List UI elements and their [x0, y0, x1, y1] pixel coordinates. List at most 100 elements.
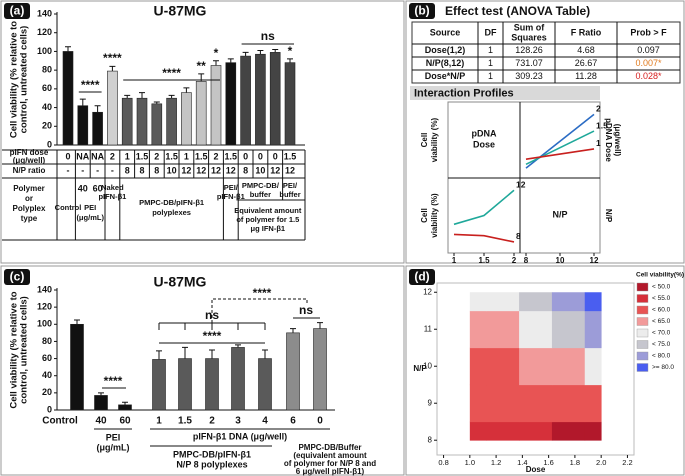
- bar: [255, 53, 266, 146]
- table-cell: 731.07: [515, 58, 543, 68]
- np-cell: 8: [125, 165, 130, 175]
- dose-cell: 1.5: [284, 151, 297, 161]
- table-cell: 4.68: [577, 45, 595, 55]
- contour-cell: [469, 310, 487, 349]
- dose-cell: 1.5: [225, 151, 238, 161]
- legend-title: Cell viability(%): [636, 272, 684, 279]
- profile-line: [525, 130, 595, 166]
- table-cell: 309.23: [515, 71, 543, 81]
- panel-label: (d): [414, 270, 429, 284]
- contour-cell: [551, 384, 586, 423]
- y-axis-label: viability (%): [430, 117, 439, 162]
- bar: [284, 62, 296, 146]
- series-label: 8: [516, 231, 521, 241]
- row-header: or: [25, 194, 33, 203]
- significance-dashed: [211, 298, 308, 323]
- error-bar: [94, 105, 101, 113]
- x-tick-label: 6: [290, 416, 296, 427]
- error-bar: [287, 58, 293, 63]
- dose-cell: 2: [154, 151, 159, 161]
- y-tick-label: 10: [423, 361, 432, 370]
- contour-cell: [584, 292, 602, 312]
- y-tick-label: 11: [424, 324, 433, 333]
- profile-title: Interaction Profiles: [414, 87, 514, 99]
- group-label: (μg/mL): [76, 213, 104, 222]
- bar: [240, 55, 251, 146]
- legend-swatch: [636, 317, 649, 326]
- contour-cell: [519, 310, 553, 349]
- np-cell: -: [111, 165, 114, 175]
- contour-cell: [551, 347, 586, 386]
- contour-cell: [486, 292, 520, 312]
- y-tick-label: 100: [37, 319, 52, 329]
- significance: ****: [103, 51, 122, 65]
- x-tick-label: Control: [42, 416, 78, 427]
- bar: [195, 81, 207, 146]
- table-cell: 128.26: [515, 45, 543, 55]
- error-bar: [183, 87, 190, 93]
- np-cell: 8: [154, 165, 159, 175]
- significance: ns: [261, 29, 275, 43]
- row-header: Polyplex: [13, 204, 46, 213]
- legend-label: < 50.0: [652, 284, 671, 291]
- panel-label-box: [409, 3, 435, 19]
- group-label: PEI/: [224, 183, 239, 192]
- x-axis-label: Dose: [526, 465, 546, 474]
- legend-label: < 55.0: [652, 295, 671, 302]
- series-label: 1: [596, 138, 601, 148]
- contour-cell: [469, 292, 487, 312]
- contour-cell: [469, 421, 487, 441]
- y-tick-label: 140: [37, 284, 52, 294]
- x-tick-label: 1.6: [543, 458, 553, 467]
- error-bar: [317, 322, 323, 329]
- x-tick-label: 60: [119, 416, 131, 427]
- y-tick-label: 120: [37, 302, 52, 312]
- dose-cell: 1: [184, 151, 189, 161]
- row-header: pIFN dose: [10, 148, 49, 157]
- np-cell: 12: [181, 165, 191, 175]
- pei-concentration: 40: [78, 183, 88, 193]
- x-tick-label: 1.4: [517, 458, 527, 467]
- group-label: PMPC-DB/pIFN-β1: [173, 449, 251, 459]
- legend-label: < 75.0: [652, 341, 671, 348]
- chart-title: U-87MG: [154, 3, 207, 19]
- contour-cell: [584, 310, 602, 349]
- dose-cell: 2: [110, 151, 115, 161]
- group-label: buffer: [250, 190, 271, 199]
- x-tick-label: 40: [95, 416, 107, 427]
- group-label: buffer: [279, 190, 300, 199]
- y-tick-label: 80: [42, 65, 52, 75]
- side-label: (μg/well): [613, 124, 622, 157]
- legend-label: < 80.0: [652, 353, 671, 360]
- legend-swatch: [636, 351, 649, 361]
- table-cell: Dose*N/P: [425, 71, 466, 81]
- bar: [77, 105, 89, 146]
- x-tick-label: 12: [590, 256, 599, 265]
- table-header: Squares: [511, 32, 547, 42]
- panel-label-box: [4, 269, 30, 285]
- y-axis-label: control, untreated cells): [19, 26, 30, 134]
- bar: [166, 97, 177, 146]
- profile-line: [525, 148, 595, 160]
- error-bar: [79, 98, 86, 106]
- np-cell: 12: [285, 165, 295, 175]
- table-header: Source: [430, 27, 461, 37]
- error-bar: [290, 328, 296, 333]
- y-tick-label: 40: [42, 102, 52, 112]
- x-tick-label: 1.5: [178, 416, 192, 427]
- contour-cell: [584, 347, 602, 386]
- np-cell: 12: [270, 165, 280, 175]
- group-label: (equivalent amount: [293, 451, 367, 460]
- x-tick-label: 1: [452, 256, 457, 265]
- cell-label: N/P: [552, 209, 567, 219]
- group-label: μg IFN-β1: [251, 224, 286, 233]
- bar: [151, 103, 163, 146]
- legend-label: >= 80.0: [652, 364, 674, 371]
- group-label: PEI: [106, 432, 121, 442]
- table-cell: N/P(8,12): [426, 58, 465, 68]
- legend-swatch: [636, 294, 649, 303]
- cell-label: pDNA: [472, 128, 497, 138]
- row-header: Polymer: [13, 184, 45, 193]
- error-bar: [227, 58, 234, 63]
